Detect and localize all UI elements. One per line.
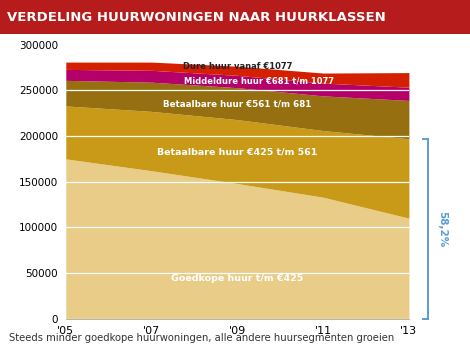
- Text: Betaalbare huur €561 t/m 681: Betaalbare huur €561 t/m 681: [163, 99, 312, 108]
- Text: VERDELING HUURWONINGEN NAAR HUURKLASSEN: VERDELING HUURWONINGEN NAAR HUURKLASSEN: [7, 10, 386, 24]
- Text: Middeldure huur €681 t/m 1077: Middeldure huur €681 t/m 1077: [184, 77, 334, 86]
- Text: 58,2%: 58,2%: [437, 211, 447, 247]
- Text: Steeds minder goedkope huurwoningen, alle andere huursegmenten groeien: Steeds minder goedkope huurwoningen, all…: [9, 333, 395, 343]
- Text: Dure huur vanaf €1077: Dure huur vanaf €1077: [183, 62, 292, 71]
- Text: Goedkope huur t/m €425: Goedkope huur t/m €425: [171, 274, 304, 282]
- Text: Betaalbare huur €425 t/m 561: Betaalbare huur €425 t/m 561: [157, 147, 318, 156]
